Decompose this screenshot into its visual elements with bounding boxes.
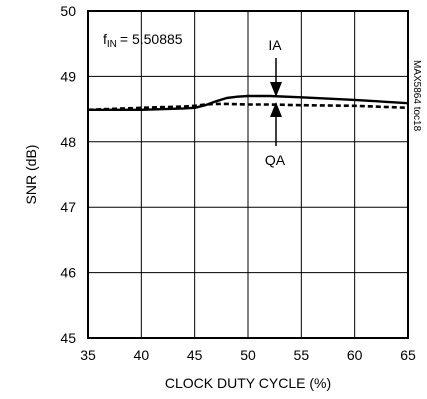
- freq-value: = 5.50885: [120, 31, 183, 47]
- figure-id-label: MAX5864 toc18: [411, 60, 422, 132]
- y-tick-labels: 45 46 47 48 49 50: [60, 3, 76, 346]
- x-tick-label: 60: [347, 347, 363, 363]
- x-tick-label: 45: [187, 347, 203, 363]
- x-tick-label: 65: [400, 347, 416, 363]
- y-tick-label: 45: [60, 330, 76, 346]
- freq-symbol: f: [103, 31, 107, 47]
- y-tick-label: 50: [60, 3, 76, 19]
- series-lines: [87, 94, 409, 112]
- y-tick-label: 48: [60, 134, 76, 150]
- qa-series-label: QA: [265, 152, 286, 168]
- x-tick-label: 40: [134, 347, 150, 363]
- input-frequency-label: fIN = 5.50885: [103, 31, 183, 50]
- qa-arrow: [270, 102, 282, 146]
- x-tick-label: 35: [80, 347, 96, 363]
- x-tick-label: 55: [294, 347, 310, 363]
- ia-arrow: [270, 58, 282, 97]
- x-axis-label: CLOCK DUTY CYCLE (%): [165, 375, 331, 391]
- freq-subscript: IN: [107, 39, 117, 50]
- grid: [87, 10, 409, 339]
- x-tick-label: 50: [240, 347, 256, 363]
- ia-series-label: IA: [268, 37, 282, 53]
- x-tick-labels: 35 40 45 50 55 60 65: [80, 347, 416, 363]
- plot-frame: [87, 10, 409, 339]
- y-axis-label: SNR (dB): [23, 145, 39, 205]
- y-tick-label: 49: [60, 68, 76, 84]
- series-line-qa: [87, 102, 409, 112]
- y-tick-label: 46: [60, 265, 76, 281]
- series-line-ia: [88, 94, 409, 112]
- y-tick-label: 47: [60, 199, 76, 215]
